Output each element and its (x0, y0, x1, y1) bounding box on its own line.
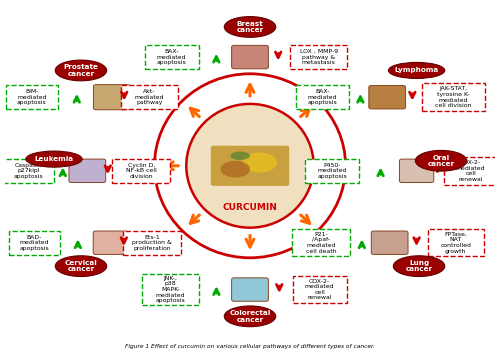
Text: Ets-1
production &
proliferation: Ets-1 production & proliferation (132, 235, 172, 251)
FancyBboxPatch shape (144, 45, 199, 69)
Text: JAK-STAT,
tyrosine K-
mediated
cell division: JAK-STAT, tyrosine K- mediated cell divi… (435, 86, 472, 108)
Text: P450-
mediated
apoptosis: P450- mediated apoptosis (318, 163, 347, 179)
FancyBboxPatch shape (142, 274, 199, 306)
Text: Oral
cancer: Oral cancer (428, 154, 454, 167)
Text: CURCUMIN: CURCUMIN (222, 203, 278, 212)
FancyBboxPatch shape (369, 86, 406, 109)
Text: P21-
/Apaf-
mediated
cell death: P21- /Apaf- mediated cell death (306, 232, 336, 253)
Ellipse shape (26, 151, 82, 167)
FancyBboxPatch shape (3, 159, 54, 183)
Ellipse shape (224, 17, 276, 37)
Ellipse shape (388, 62, 445, 79)
Text: Colorectal
cancer: Colorectal cancer (230, 310, 270, 322)
Text: BIM-
mediated
apoptosis: BIM- mediated apoptosis (17, 89, 47, 105)
Text: Lymphoma: Lymphoma (394, 68, 438, 73)
Ellipse shape (55, 60, 106, 81)
Ellipse shape (224, 306, 276, 327)
Text: Breast
cancer: Breast cancer (236, 21, 264, 33)
FancyBboxPatch shape (444, 157, 498, 184)
FancyBboxPatch shape (296, 85, 350, 109)
FancyBboxPatch shape (6, 85, 58, 109)
FancyBboxPatch shape (290, 45, 347, 69)
FancyBboxPatch shape (400, 159, 434, 183)
Text: COX-2-
mediated
cell
renewal: COX-2- mediated cell renewal (305, 279, 334, 301)
Ellipse shape (394, 256, 445, 276)
Text: JNK-,
p38
MAPK-
mediated
apoptosis: JNK-, p38 MAPK- mediated apoptosis (156, 276, 186, 303)
FancyBboxPatch shape (69, 159, 106, 183)
Text: BAD-
mediated
apoptosis: BAD- mediated apoptosis (20, 235, 50, 251)
Ellipse shape (242, 153, 277, 172)
FancyBboxPatch shape (94, 85, 130, 110)
Text: FPTase,
NAT
controlled
growth: FPTase, NAT controlled growth (440, 232, 471, 253)
Text: Prostate
cancer: Prostate cancer (64, 64, 98, 77)
Text: LOX , MMP-9
pathway &
metastasis: LOX , MMP-9 pathway & metastasis (300, 49, 338, 65)
Ellipse shape (220, 161, 250, 177)
FancyBboxPatch shape (292, 229, 350, 256)
Text: Caspase,
p27kipl
apoptosis: Caspase, p27kipl apoptosis (14, 163, 44, 179)
Ellipse shape (186, 104, 314, 228)
FancyBboxPatch shape (93, 231, 128, 255)
Text: Akt-
mediated
pathway: Akt- mediated pathway (135, 89, 164, 105)
Text: BAX-
mediated
apoptosis: BAX- mediated apoptosis (308, 89, 338, 105)
FancyBboxPatch shape (122, 231, 182, 255)
FancyBboxPatch shape (306, 159, 360, 183)
Ellipse shape (55, 256, 106, 276)
Text: Leukemia: Leukemia (34, 156, 74, 162)
FancyBboxPatch shape (120, 85, 178, 109)
FancyBboxPatch shape (428, 229, 484, 256)
FancyBboxPatch shape (211, 146, 289, 186)
Text: COX-2-
mediated
cell
renewal: COX-2- mediated cell renewal (456, 160, 485, 182)
Text: Cervical
cancer: Cervical cancer (64, 260, 98, 272)
FancyBboxPatch shape (232, 45, 268, 69)
FancyBboxPatch shape (232, 278, 268, 301)
Ellipse shape (230, 152, 250, 160)
FancyBboxPatch shape (8, 231, 60, 255)
Text: Cyclin D,
NF-kB cell
division: Cyclin D, NF-kB cell division (126, 163, 156, 179)
Text: Lung
cancer: Lung cancer (406, 260, 432, 272)
FancyBboxPatch shape (372, 231, 408, 255)
FancyBboxPatch shape (112, 159, 170, 183)
Text: Figure 1 Effect of curcumin on various cellular pathways of different types of c: Figure 1 Effect of curcumin on various c… (125, 344, 375, 349)
Text: BAX-
mediated
apoptosis: BAX- mediated apoptosis (156, 49, 186, 65)
FancyBboxPatch shape (422, 84, 485, 111)
Ellipse shape (416, 150, 467, 171)
FancyBboxPatch shape (292, 276, 346, 303)
